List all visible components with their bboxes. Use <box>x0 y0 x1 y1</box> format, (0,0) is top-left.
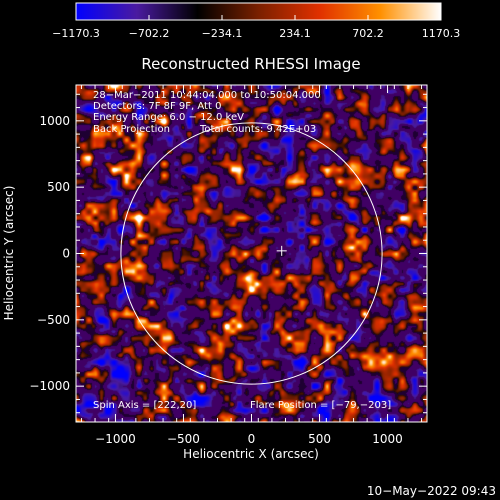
x-tick-label: −1000 <box>95 432 136 446</box>
colorbar-tick-label: 1170.3 <box>422 27 461 40</box>
annotation-total-counts: Total counts: 9.42E+03 <box>199 124 316 135</box>
colorbar <box>75 2 442 21</box>
annotation-method: Back Projection <box>93 124 170 135</box>
annotation-detectors: Detectors: 7F 8F 9F, Att 0 <box>93 101 221 112</box>
colorbar-tick-label: 702.2 <box>352 27 384 40</box>
colorbar-ticks <box>75 15 442 20</box>
y-tick-label: 0 <box>62 247 70 261</box>
colorbar-tick-label: −234.1 <box>202 27 243 40</box>
x-tick-label: 0 <box>248 432 256 446</box>
y-axis-tick-labels: −1000 −500 0 500 1000 <box>29 114 70 393</box>
colorbar-tick-labels: −1170.3 −702.2 −234.1 234.1 702.2 1170.3 <box>52 27 460 40</box>
x-axis-tick-labels: −1000 −500 0 500 1000 <box>95 432 403 446</box>
x-axis-ticks <box>80 85 423 422</box>
spin-axis-marker <box>276 245 287 256</box>
x-tick-label: 1000 <box>372 432 403 446</box>
x-tick-label: −500 <box>167 432 200 446</box>
heatmap-image <box>76 85 427 422</box>
y-tick-label: −1000 <box>29 379 70 393</box>
annotation-energy-range: Energy Range: 6.0 − 12.0 keV <box>93 112 244 123</box>
colorbar-tick-label: −1170.3 <box>52 27 100 40</box>
colorbar-tick-label: 234.1 <box>279 27 311 40</box>
y-tick-label: 500 <box>47 180 70 194</box>
x-axis-label: Heliocentric X (arcsec) <box>183 447 319 461</box>
image-plot-area <box>76 85 427 422</box>
solar-disk-outline <box>120 122 383 385</box>
x-tick-label: 500 <box>308 432 331 446</box>
y-axis-label: Heliocentric Y (arcsec) <box>2 186 16 321</box>
y-tick-label: −500 <box>37 313 70 327</box>
annotation-time-range: 28−Mar−2011 10:44:04.000 to 10:50:04.000 <box>93 90 321 101</box>
annotation-flare-position: Flare Position = [−79,−203] <box>250 400 391 411</box>
y-tick-label: 1000 <box>39 114 70 128</box>
colorbar-tick-label: −702.2 <box>129 27 170 40</box>
chart-title: Reconstructed RHESSI Image <box>141 55 360 73</box>
annotation-spin-axis: Spin Axis = [222,20] <box>93 400 196 411</box>
y-axis-ticks <box>76 93 427 414</box>
footer-timestamp: 10−May−2022 09:43 <box>367 484 496 498</box>
